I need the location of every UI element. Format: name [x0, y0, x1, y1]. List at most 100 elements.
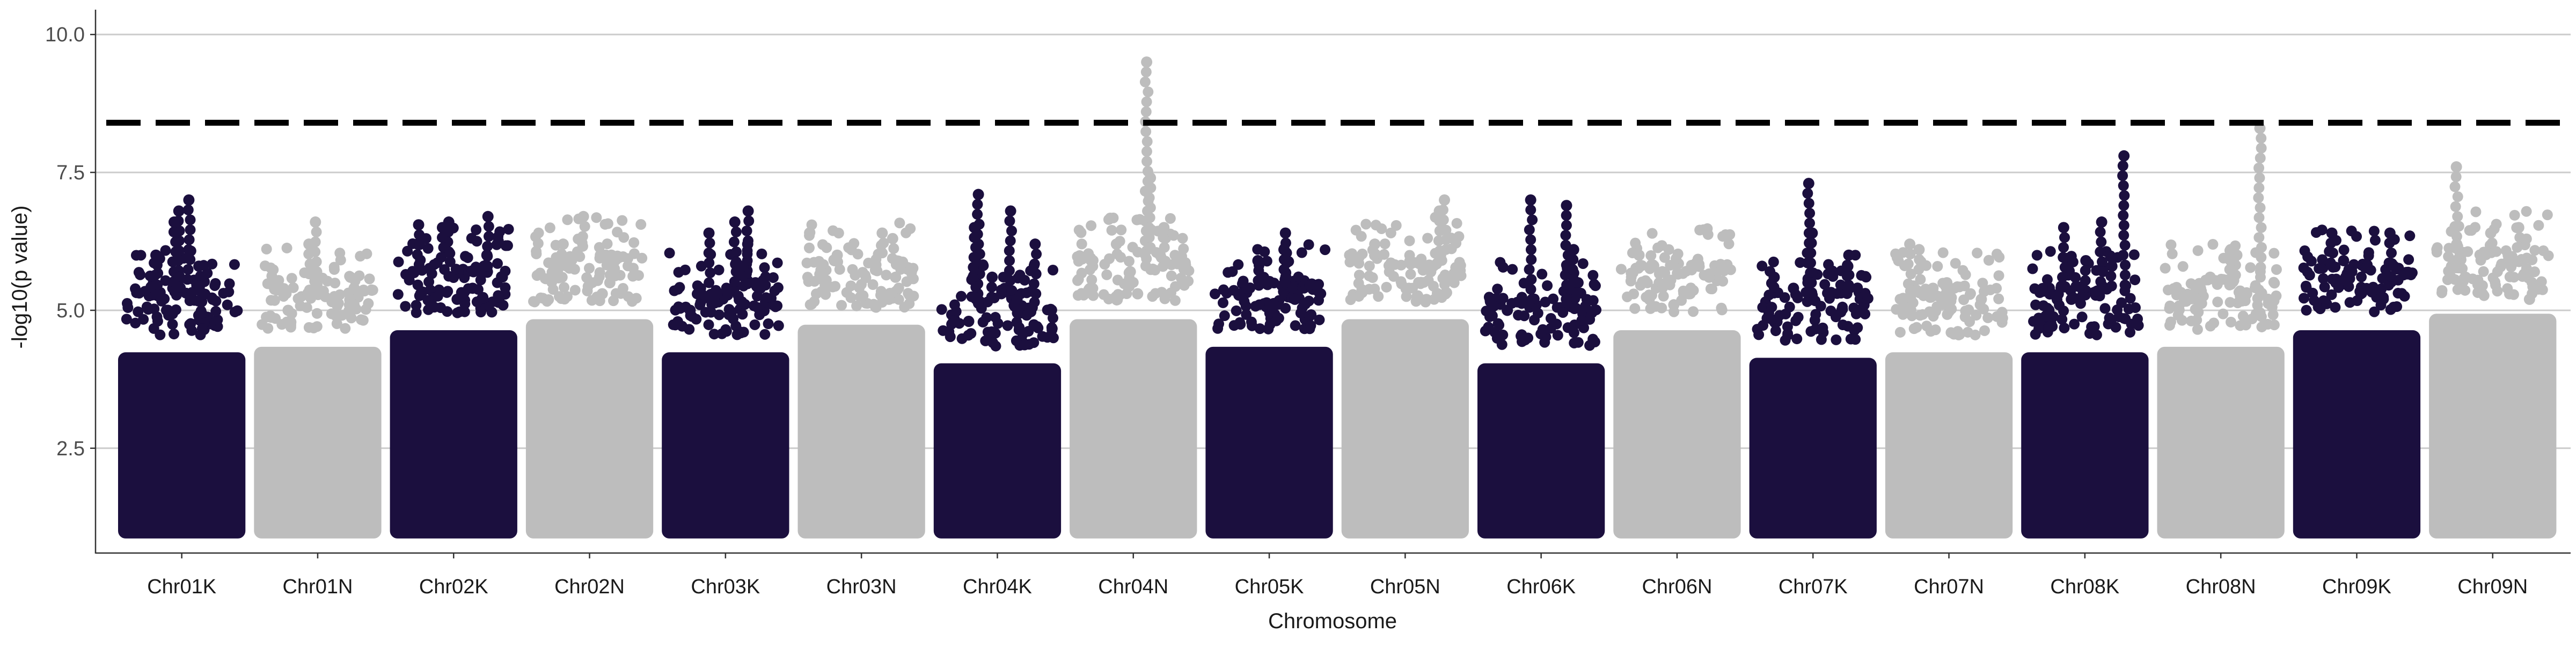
data-point: [1622, 291, 1633, 302]
data-point: [2319, 281, 2330, 293]
data-point: [1379, 249, 1390, 260]
data-point: [414, 290, 425, 301]
data-point: [1567, 264, 1578, 275]
data-point: [1635, 259, 1646, 271]
data-point: [2207, 239, 2219, 250]
peak-point: [1768, 271, 1780, 283]
peak-point: [173, 271, 185, 283]
data-point: [2363, 250, 2374, 261]
x-tick-label-Chr01K: Chr01K: [147, 576, 216, 598]
data-point: [2486, 237, 2498, 249]
data-point: [1545, 323, 1556, 334]
data-point: [684, 324, 695, 335]
data-point: [1557, 307, 1569, 318]
data-point: [2466, 225, 2477, 236]
data-point: [2508, 272, 2520, 283]
data-point: [364, 273, 375, 285]
data-point: [602, 218, 613, 229]
data-point: [2106, 253, 2118, 264]
data-point: [1315, 288, 1327, 299]
data-point: [459, 287, 470, 298]
data-point: [1131, 214, 1143, 226]
data-point: [424, 263, 435, 274]
peak-point: [1141, 56, 1153, 68]
peak-point: [2513, 222, 2524, 234]
data-point: [2344, 297, 2355, 308]
data-point: [2384, 237, 2395, 249]
data-point: [168, 227, 179, 238]
data-point: [502, 240, 513, 251]
data-point: [1356, 231, 1367, 242]
data-point: [868, 299, 879, 310]
data-point: [2117, 160, 2128, 171]
data-point: [1569, 337, 1580, 348]
peak-point: [1279, 227, 1291, 239]
data-point: [617, 215, 628, 226]
data-point: [2543, 250, 2554, 261]
data-point: [1306, 309, 1317, 320]
data-point: [2255, 202, 2266, 213]
data-point: [539, 273, 551, 284]
peak-point: [1425, 266, 1437, 278]
data-point: [2164, 300, 2176, 311]
data-point: [423, 276, 435, 287]
data-point: [493, 290, 504, 301]
data-point: [1677, 268, 1688, 279]
data-point: [759, 329, 771, 340]
data-point: [182, 204, 194, 215]
data-point: [1527, 214, 1538, 226]
data-point: [2233, 287, 2244, 298]
data-point: [2218, 308, 2229, 319]
data-point: [1087, 255, 1099, 266]
data-point: [1561, 220, 1572, 231]
data-point: [2326, 289, 2337, 300]
data-point: [1791, 333, 1803, 345]
data-point: [2256, 133, 2267, 144]
data-point: [281, 242, 292, 253]
data-point: [402, 245, 413, 257]
data-point: [664, 248, 675, 259]
data-point: [150, 270, 161, 281]
data-point: [2119, 270, 2131, 281]
peak-point: [2228, 255, 2240, 266]
data-point: [1780, 335, 1791, 346]
data-point: [1046, 304, 1057, 316]
point-cluster-Chr03K: [662, 352, 789, 539]
data-point: [2099, 303, 2111, 314]
data-point: [2386, 248, 2397, 259]
peak-point: [1145, 172, 1157, 184]
data-point: [1894, 326, 1906, 338]
data-point: [2253, 192, 2264, 203]
data-point: [1140, 126, 1152, 137]
data-point: [1451, 217, 1462, 229]
point-cluster-Chr07K: [1749, 358, 1877, 539]
data-point: [1848, 302, 1860, 314]
labels-layer: Chromosome -log10(p value) 2.5 5.0 7.5 10.0…: [8, 24, 2528, 633]
data-point: [1448, 277, 1460, 288]
data-point: [1273, 312, 1284, 324]
data-point: [1548, 293, 1559, 304]
data-point: [2533, 220, 2544, 231]
data-point: [674, 282, 685, 293]
peak-point: [1927, 282, 1939, 294]
data-point: [437, 232, 448, 243]
data-point: [359, 286, 370, 297]
point-cluster-Chr08K: [2021, 352, 2149, 539]
data-point: [1480, 325, 1491, 337]
data-point: [802, 272, 813, 283]
data-point: [2451, 231, 2462, 242]
data-point: [851, 300, 862, 311]
data-point: [310, 276, 321, 287]
data-point: [1568, 327, 1579, 338]
data-point: [135, 269, 146, 280]
data-point: [857, 267, 868, 278]
data-point: [355, 251, 366, 262]
data-point: [1385, 227, 1396, 238]
data-point: [483, 221, 494, 232]
data-point: [1116, 224, 1127, 236]
data-point: [1344, 257, 1356, 268]
points-layer: [118, 56, 2557, 539]
data-point: [2338, 244, 2350, 256]
data-point: [736, 271, 748, 282]
data-point: [1353, 290, 1365, 302]
